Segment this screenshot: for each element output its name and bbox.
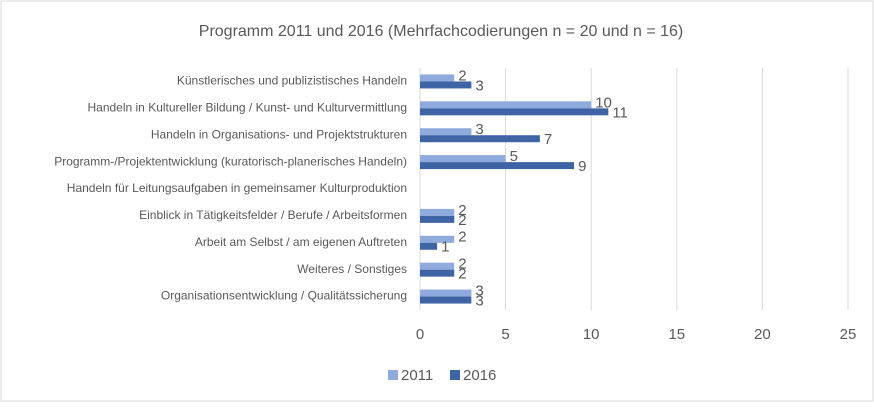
- bar: [420, 242, 438, 250]
- bar: [420, 135, 540, 143]
- x-tick-label: 25: [840, 326, 857, 343]
- bar: [420, 128, 472, 136]
- bar: [420, 162, 575, 170]
- data-label: 2: [458, 67, 466, 84]
- bar: [420, 108, 609, 116]
- y-tick-label: Weiteres / Sonstiges: [297, 262, 407, 276]
- x-tick-label: 15: [668, 326, 685, 343]
- data-label: 3: [475, 283, 483, 300]
- bar: [420, 269, 455, 277]
- y-tick-label: Arbeit am Selbst / am eigenen Auftreten: [195, 235, 407, 249]
- data-label: 3: [475, 121, 483, 138]
- x-tick-label: 0: [416, 326, 424, 343]
- x-tick-label: 10: [583, 326, 600, 343]
- y-tick-label: Organisationsentwicklung / Qualitätssich…: [161, 289, 407, 303]
- y-tick-label: Künstlerisches und publizistisches Hande…: [177, 74, 407, 88]
- data-label: 2: [458, 212, 466, 229]
- bar: [420, 262, 455, 270]
- legend-label: 2016: [463, 367, 496, 384]
- data-label: 2: [458, 266, 466, 283]
- bar: [420, 215, 455, 223]
- x-tick-label: 5: [501, 326, 509, 343]
- data-label: 10: [595, 94, 612, 111]
- data-label: 3: [475, 77, 483, 94]
- bar: [420, 74, 455, 82]
- bar: [420, 235, 455, 243]
- y-tick-label: Handeln in Organisations- und Projektstr…: [151, 127, 407, 141]
- bar: [420, 81, 472, 89]
- data-label: 1: [441, 239, 449, 256]
- data-label: 2: [458, 202, 466, 219]
- data-label: 9: [578, 158, 586, 175]
- y-tick-label: Einblick in Tätigkeitsfelder / Berufe / …: [139, 208, 407, 222]
- y-tick-label: Handeln für Leitungsaufgaben in gemeinsa…: [67, 181, 407, 195]
- chart-title: Programm 2011 und 2016 (Mehrfachcodierun…: [199, 23, 683, 40]
- y-tick-label: Programm-/Projektentwicklung (kuratorisc…: [54, 154, 407, 168]
- data-label: 11: [612, 104, 628, 121]
- x-tick-label: 20: [754, 326, 771, 343]
- bar: [420, 101, 592, 109]
- bar: [420, 208, 455, 216]
- y-tick-label: Handeln in Kultureller Bildung / Kunst- …: [87, 101, 407, 115]
- bar: [420, 296, 472, 304]
- data-label: 2: [458, 229, 466, 246]
- data-label: 3: [475, 293, 483, 310]
- data-label: 7: [544, 131, 552, 148]
- legend-swatch: [388, 370, 398, 380]
- legend-label: 2011: [401, 367, 433, 384]
- bar: [420, 289, 472, 297]
- bar: [420, 155, 506, 163]
- legend-swatch: [450, 370, 460, 380]
- data-label: 2: [458, 256, 466, 273]
- data-label: 5: [510, 148, 518, 165]
